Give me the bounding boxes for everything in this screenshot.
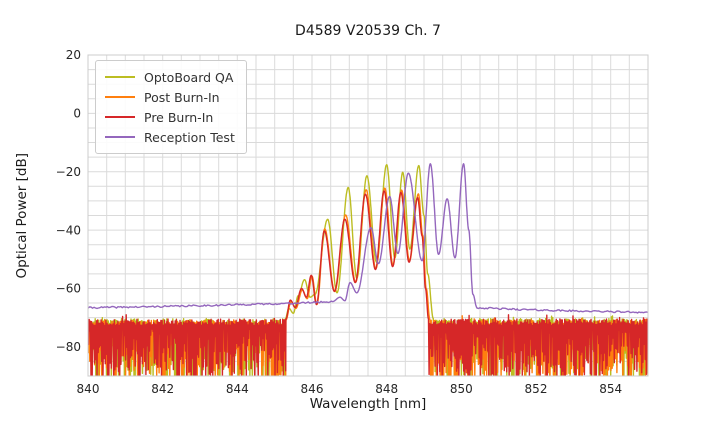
x-tick-label: 852 bbox=[525, 382, 548, 396]
chart-title: D4589 V20539 Ch. 7 bbox=[295, 23, 441, 39]
legend-line-reception-test bbox=[105, 135, 135, 139]
y-tick-label: 0 bbox=[73, 107, 81, 121]
y-tick-label: −80 bbox=[56, 340, 81, 354]
x-tick-label: 850 bbox=[450, 382, 473, 396]
legend-line-optoboard-qa bbox=[105, 75, 135, 79]
legend-entry-pre-burn-in: Pre Burn-In bbox=[105, 107, 235, 127]
y-tick-label: −20 bbox=[56, 165, 81, 179]
x-tick-label: 844 bbox=[226, 382, 249, 396]
x-tick-label: 846 bbox=[301, 382, 324, 396]
legend-label: OptoBoard QA bbox=[144, 69, 234, 85]
legend-entry-post-burn-in: Post Burn-In bbox=[105, 87, 235, 107]
legend-entry-reception-test: Reception Test bbox=[105, 127, 235, 147]
tick-labels: 840 842 844 846 848 850 852 854 20 0 −20 −40 −60 −80 bbox=[56, 48, 622, 396]
y-tick-label: −40 bbox=[56, 223, 81, 237]
x-axis-label: Wavelength [nm] bbox=[309, 396, 427, 412]
legend: OptoBoard QA Post Burn-In Pre Burn-In Recep… bbox=[95, 60, 247, 154]
x-tick-label: 842 bbox=[151, 382, 174, 396]
legend-line-pre-burn-in bbox=[105, 115, 135, 119]
series-reception-test bbox=[88, 163, 648, 314]
y-axis-label: Optical Power [dB] bbox=[14, 152, 30, 279]
y-tick-label: −60 bbox=[56, 282, 81, 296]
series-group bbox=[88, 163, 648, 376]
y-tick-label: 20 bbox=[66, 48, 81, 62]
legend-entry-optoboard-qa: OptoBoard QA bbox=[105, 67, 235, 87]
legend-line-post-burn-in bbox=[105, 95, 135, 99]
legend-label: Pre Burn-In bbox=[144, 109, 214, 125]
x-tick-label: 840 bbox=[77, 382, 100, 396]
legend-label: Reception Test bbox=[144, 129, 235, 145]
axes-frame bbox=[87, 54, 649, 377]
x-tick-label: 854 bbox=[599, 382, 622, 396]
series-pre-burn-in bbox=[88, 190, 648, 376]
legend-label: Post Burn-In bbox=[144, 89, 220, 105]
x-tick-label: 848 bbox=[375, 382, 398, 396]
